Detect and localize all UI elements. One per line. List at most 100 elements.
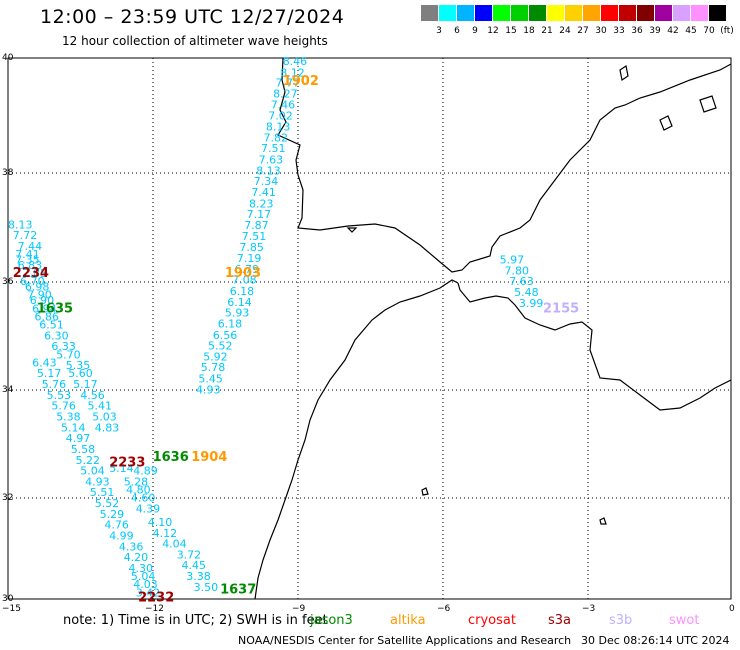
pass-label-2155: 2155 bbox=[543, 301, 579, 316]
plot-frame bbox=[7, 57, 732, 600]
wave-height-value: 7.77 bbox=[276, 77, 301, 90]
wave-height-value: 4.80 bbox=[126, 484, 151, 497]
track-altika-1902-1904: 8.468.127.778.277.467.028.137.827.517.63… bbox=[196, 55, 307, 396]
island-4 bbox=[699, 95, 717, 113]
wave-height-value: 7.44 bbox=[18, 240, 42, 253]
latitude-ticks: 40 38 36 34 32 30 bbox=[2, 53, 14, 604]
wave-height-value: 7.63 bbox=[509, 275, 534, 288]
wave-height-value: 7.82 bbox=[264, 131, 289, 144]
lat-tick: 38 bbox=[2, 168, 14, 178]
coast-ceuta-africa bbox=[457, 282, 732, 411]
wave-height-value: 4.83 bbox=[95, 421, 120, 434]
wave-height-value: 4.60 bbox=[131, 492, 156, 505]
colorbar-label: 15 bbox=[505, 26, 517, 36]
wave-height-value: 4.56 bbox=[80, 389, 105, 402]
lon-tick: −9 bbox=[292, 604, 306, 614]
wave-height-value: 4.89 bbox=[133, 465, 158, 478]
island-3 bbox=[659, 115, 673, 131]
footer-note: note: 1) Time is in UTC; 2) SWH is in fe… bbox=[63, 613, 328, 628]
wave-height-value: 5.29 bbox=[100, 508, 125, 521]
lat-tick: 32 bbox=[2, 493, 13, 503]
wave-height-value: 6.56 bbox=[213, 329, 238, 342]
wave-height-value: 3.99 bbox=[519, 297, 544, 310]
wave-height-value: 7.34 bbox=[254, 175, 278, 188]
pass-label-1635: 1635 bbox=[37, 301, 73, 316]
pass-label-1902: 1902 bbox=[283, 74, 319, 89]
longitude-ticks: −15 −12 −9 −6 −3 0 bbox=[2, 604, 735, 614]
wave-height-value: 5.78 bbox=[201, 361, 226, 374]
wave-height-value: 5.76 bbox=[51, 400, 76, 413]
pass-label-1904: 1904 bbox=[191, 450, 227, 465]
colorbar-swatch bbox=[655, 5, 672, 21]
wave-height-value: 4.10 bbox=[148, 516, 173, 529]
wave-height-value: 5.28 bbox=[124, 475, 149, 488]
colorbar-label: 45 bbox=[685, 26, 697, 36]
wave-height-value: 7.80 bbox=[505, 264, 530, 277]
wave-height-value: 5.76 bbox=[42, 378, 66, 391]
wave-height-value: 3.42 bbox=[136, 586, 161, 599]
colorbar-label: 24 bbox=[559, 26, 571, 36]
wave-height-value: 3.38 bbox=[186, 570, 211, 583]
wave-height-value: 7.08 bbox=[232, 274, 257, 287]
lat-tick: 34 bbox=[2, 385, 14, 395]
wave-height-value: 4.97 bbox=[66, 432, 91, 445]
colorbar-label: 6 bbox=[454, 26, 460, 36]
wave-height-value: 7.02 bbox=[268, 110, 293, 123]
colorbar-swatch bbox=[673, 5, 690, 21]
island-6 bbox=[421, 487, 429, 496]
wave-height-value: 7.51 bbox=[261, 142, 286, 155]
wave-height-value: 5.70 bbox=[56, 348, 80, 361]
wave-height-value: 8.23 bbox=[249, 197, 274, 210]
wave-height-value: 6.18 bbox=[230, 285, 255, 298]
colorbar-label: 9 bbox=[472, 26, 478, 36]
wave-height-value: 6.43 bbox=[32, 356, 57, 369]
colorbar-label: 36 bbox=[631, 26, 643, 36]
track-s3a-2234-2232: 6.435.175.765.535.765.385.144.975.585.22… bbox=[32, 356, 160, 599]
wave-height-value: 8.13 bbox=[256, 164, 281, 177]
wave-height-value: 7.19 bbox=[237, 252, 262, 265]
wave-height-value: 4.20 bbox=[124, 551, 149, 564]
wave-height-value: 5.97 bbox=[500, 254, 524, 267]
colorbar-label: (ft) bbox=[720, 26, 734, 36]
colorbar-swatch bbox=[475, 5, 492, 21]
colorbar-label: 39 bbox=[649, 26, 661, 36]
wave-height-value: 7.41 bbox=[251, 186, 276, 199]
island-5 bbox=[599, 517, 607, 525]
wave-height-value: 6.70 bbox=[20, 275, 44, 288]
wave-height-value: 7.35 bbox=[15, 254, 40, 267]
colorbar-swatch bbox=[583, 5, 600, 21]
wave-height-value: 6.90 bbox=[30, 294, 55, 307]
legend-altika: altika bbox=[390, 613, 426, 628]
wave-height-value: 5.52 bbox=[208, 340, 233, 353]
wave-height-value: 6.83 bbox=[18, 259, 42, 272]
colorbar-label: 30 bbox=[595, 26, 607, 36]
island-1 bbox=[346, 227, 358, 233]
wave-height-value: 4.93 bbox=[196, 383, 221, 396]
wave-height-value: 5.14 bbox=[61, 421, 86, 434]
wave-height-value: 5.58 bbox=[71, 443, 96, 456]
wave-height-value: 4.36 bbox=[119, 540, 143, 553]
colorbar-swatch bbox=[493, 5, 510, 21]
lat-tick: 30 bbox=[2, 594, 14, 604]
wave-height-value: 5.04 bbox=[80, 465, 105, 478]
coast-morocco-atlantic bbox=[254, 279, 459, 600]
wave-height-value: 7.85 bbox=[23, 267, 48, 280]
colorbar-label: 3 bbox=[436, 26, 442, 36]
map-grid bbox=[8, 58, 731, 599]
wave-height-value: 3.50 bbox=[194, 581, 219, 594]
wave-height-value: 8.12 bbox=[280, 66, 305, 79]
wave-height-value: 6.98 bbox=[25, 281, 50, 294]
track-jason3-1635-1637: 8.137.727.447.417.356.837.856.706.987.90… bbox=[8, 218, 218, 594]
wave-height-value: 5.48 bbox=[514, 286, 539, 299]
wave-height-value: 6.18 bbox=[218, 317, 243, 330]
wave-height-value: 6.86 bbox=[35, 310, 60, 323]
colorbar-label: 27 bbox=[577, 26, 589, 36]
colorbar-label: 42 bbox=[667, 26, 679, 36]
colorbar-swatch bbox=[457, 5, 474, 21]
lon-tick: −12 bbox=[145, 604, 164, 614]
wave-height-value: 5.41 bbox=[88, 400, 113, 413]
wave-height-value: 4.30 bbox=[129, 562, 154, 575]
map-subtitle: 12 hour collection of altimeter wave hei… bbox=[62, 34, 328, 48]
pass-label-1903: 1903 bbox=[225, 266, 261, 281]
wave-height-value: 4.45 bbox=[182, 559, 207, 572]
